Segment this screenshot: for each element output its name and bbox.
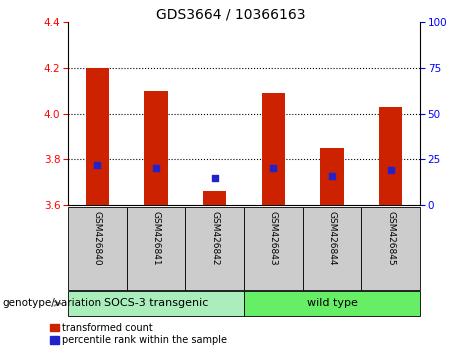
Bar <box>68 207 127 290</box>
Point <box>387 167 394 172</box>
Bar <box>379 107 402 205</box>
Point <box>328 173 336 179</box>
Bar <box>244 207 303 290</box>
Bar <box>86 68 109 205</box>
Text: GSM426844: GSM426844 <box>327 211 337 266</box>
Legend: transformed count, percentile rank within the sample: transformed count, percentile rank withi… <box>50 323 227 345</box>
Text: GSM426842: GSM426842 <box>210 211 219 266</box>
Text: GSM426843: GSM426843 <box>269 211 278 266</box>
Bar <box>361 207 420 290</box>
Point <box>211 175 219 181</box>
Point <box>152 165 160 171</box>
Text: wild type: wild type <box>307 298 357 308</box>
Point <box>94 162 101 168</box>
Text: genotype/variation: genotype/variation <box>2 298 101 308</box>
Bar <box>68 291 244 316</box>
Text: GSM426840: GSM426840 <box>93 211 102 266</box>
Text: SOCS-3 transgenic: SOCS-3 transgenic <box>104 298 208 308</box>
Bar <box>185 207 244 290</box>
Bar <box>320 148 344 205</box>
Text: GDS3664 / 10366163: GDS3664 / 10366163 <box>156 8 305 22</box>
Bar <box>244 291 420 316</box>
Bar <box>303 207 361 290</box>
Point <box>270 165 277 171</box>
Bar <box>203 191 226 205</box>
Bar <box>127 207 185 290</box>
Text: GSM426841: GSM426841 <box>152 211 160 266</box>
Text: GSM426845: GSM426845 <box>386 211 395 266</box>
Bar <box>261 93 285 205</box>
Bar <box>144 91 168 205</box>
